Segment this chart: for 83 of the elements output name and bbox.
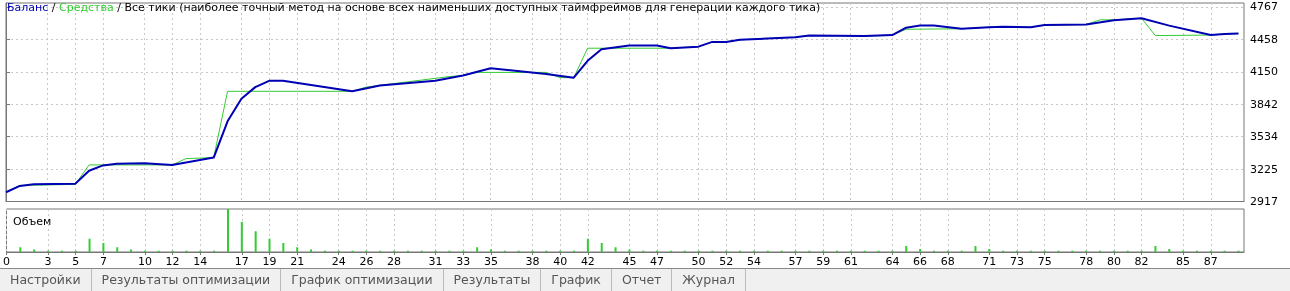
annotation: / [50,1,57,14]
x-tick-label: 17 [234,255,249,268]
x-tick-label: 66 [913,255,928,268]
bar [600,242,603,252]
x-tick-label: 42 [580,255,595,268]
bar [905,245,908,252]
bar [240,221,243,252]
y-tick-label: 4767 [1250,0,1278,14]
bar [476,247,479,252]
bar [254,231,257,252]
text: Результаты [443,269,542,291]
bar [130,249,133,252]
chart-title: Все тики (наиболее точный метод на основе всех наименьших доступных таймфреймов для генерации каждого тика) [124,1,821,14]
x-tick-label: 38 [525,255,540,268]
bar [33,249,36,252]
bar [628,249,631,252]
x-tick-label: 24 [331,255,346,268]
x-tick-label: 19 [262,255,277,268]
x-tick-label: 87 [1203,255,1218,268]
bar [282,242,285,252]
y-tick-label: 3225 [1250,162,1278,176]
x-tick-label: 45 [622,255,637,268]
x-tick-label: 85 [1176,255,1191,268]
text: График оптимизации [281,269,444,291]
bar [310,249,313,252]
bar [489,249,492,252]
bar [919,248,922,252]
x-tick-label: 28 [387,255,402,268]
bar [974,245,977,252]
y-tick-label: 4458 [1250,32,1278,46]
x-tick-label: 12 [165,255,180,268]
x-tick-label: 57 [788,255,803,268]
bar [268,238,271,252]
x-tick-label: 68 [940,255,955,268]
y-tick-label: 3842 [1250,97,1278,111]
text: График [541,269,612,291]
x-tick-label: 31 [428,255,443,268]
x-tick-label: 7 [99,255,107,268]
x-tick-label: 47 [650,255,665,268]
bar [586,238,589,252]
x-tick-label: 75 [1037,255,1052,268]
bar [614,247,617,252]
x-tick-label: 26 [359,255,374,268]
x-tick-label: 40 [553,255,568,268]
x-tick-label: 78 [1079,255,1094,268]
x-tick-label: 54 [746,255,761,268]
bar [296,247,299,252]
x-tick-label: 61 [843,255,858,268]
x-tick-label: 73 [1009,255,1024,268]
y-tick-label: 4150 [1250,65,1278,79]
bar [1154,245,1157,252]
x-tick-label: 3 [44,255,52,268]
y-tick-label: 3534 [1250,130,1278,144]
x-tick-label: 21 [290,255,305,268]
x-tick-label: 59 [816,255,831,268]
y-tick-label: 2917 [1250,195,1278,208]
text: Объем [13,215,52,228]
text: Отчет [611,269,673,291]
x-tick-label: 52 [719,255,734,268]
x-tick-label: 35 [483,255,498,268]
x-tick-label: 14 [193,255,208,268]
x-tick-label: 82 [1134,255,1149,268]
x-tick-label: 10 [137,255,152,268]
text: Баланс [7,1,49,14]
bar [102,242,105,252]
x-tick-label: 50 [691,255,706,268]
bar [226,209,229,252]
text: Результаты оптимизации [91,269,282,291]
text: Журнал [672,269,746,291]
x-tick-label: 0 [3,255,10,268]
text: Настройки [0,269,92,291]
annotation: / [116,1,122,14]
bar [88,238,91,252]
bar [1168,248,1171,252]
x-tick-label: 80 [1106,255,1121,268]
bar [116,247,119,252]
bar [19,247,22,252]
x-tick-label: 5 [72,255,80,268]
bar [988,248,991,252]
x-tick-label: 71 [982,255,997,268]
text: Средства [59,1,114,14]
x-tick-label: 33 [456,255,471,268]
x-tick-label: 64 [885,255,900,268]
